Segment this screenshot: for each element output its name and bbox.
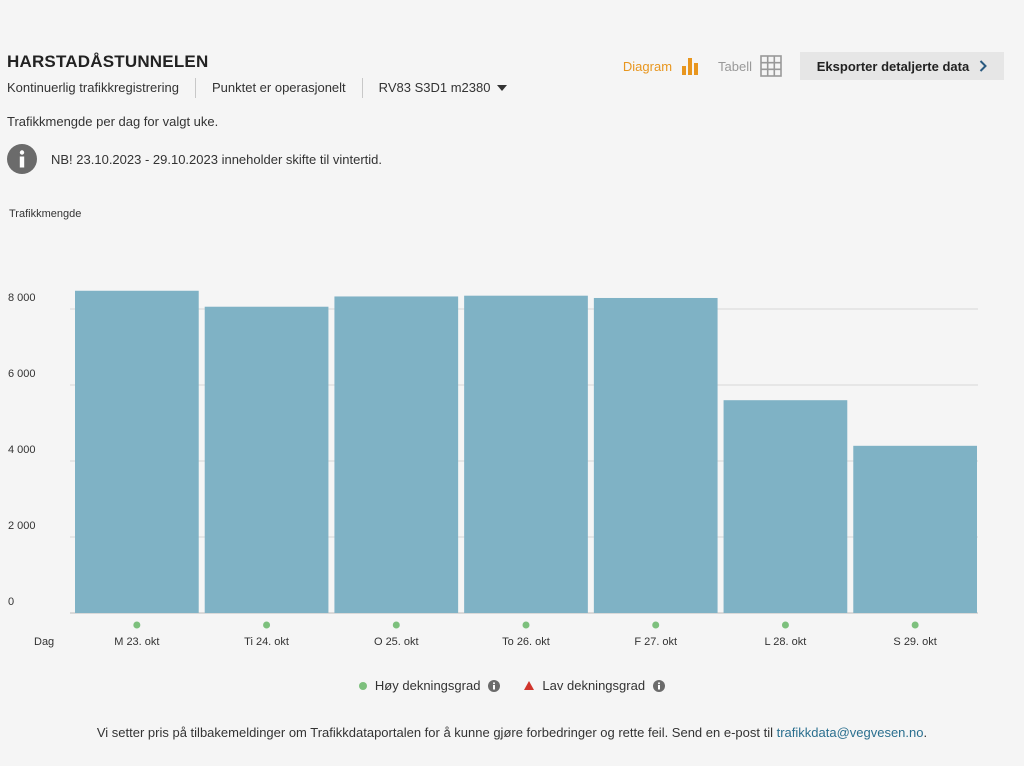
view-toggle: Diagram Tabell Eksporter detaljerte data <box>623 52 1004 80</box>
bar-chart-icon <box>682 58 699 75</box>
legend-high-coverage: Høy dekningsgrad <box>358 678 501 693</box>
y-tick-label: 8 000 <box>8 292 36 304</box>
table-toggle-label: Tabell <box>718 58 752 74</box>
road-reference-label: RV83 S3D1 m2380 <box>378 80 491 95</box>
legend: Høy dekningsgrad Lav dekningsgrad <box>0 678 1024 693</box>
info-icon <box>7 144 37 174</box>
bar[interactable] <box>593 297 718 613</box>
info-icon[interactable] <box>488 679 501 692</box>
bar[interactable] <box>334 296 459 613</box>
bar-chart: 0 2 000 4 000 6 000 8 000 M 23. okt Ti 24. okt… <box>8 290 978 648</box>
diagram-toggle-label: Diagram <box>622 58 673 74</box>
footer-text: Vi setter pris på tilbakemeldinger om Tr… <box>96 725 777 740</box>
table-toggle-button[interactable]: Tabell <box>718 55 782 77</box>
coverage-marker <box>522 621 530 629</box>
bar[interactable] <box>75 290 199 613</box>
y-tick-label: 4 000 <box>8 444 36 456</box>
notice: NB! 23.10.2023 - 29.10.2023 inneholder s… <box>7 144 382 174</box>
export-button-label: Eksporter detaljerte data <box>816 58 970 74</box>
operational-status: Punktet er operasjonelt <box>212 78 363 98</box>
registration-type: Kontinuerlig trafikkregistrering <box>7 78 196 98</box>
road-reference-dropdown[interactable]: RV83 S3D1 m2380 <box>379 78 508 98</box>
x-axis-label: Dag <box>34 636 54 648</box>
x-tick-label: L 28. okt <box>765 636 807 648</box>
coverage-marker <box>911 621 919 629</box>
x-tick-label: F 27. okt <box>634 636 677 648</box>
chart-description: Trafikkmengde per dag for valgt uke. <box>7 114 219 129</box>
red-triangle-icon <box>524 681 535 690</box>
x-tick-label: Ti 24. okt <box>244 636 289 648</box>
grid-icon <box>760 55 782 77</box>
diagram-toggle-button[interactable]: Diagram <box>623 56 700 76</box>
legend-low-coverage: Lav dekningsgrad <box>524 678 666 693</box>
y-tick-label: 2 000 <box>8 520 36 532</box>
coverage-marker <box>652 621 660 629</box>
feedback-email-link[interactable]: trafikkdata@vegvesen.no <box>776 725 924 740</box>
notice-text: NB! 23.10.2023 - 29.10.2023 inneholder s… <box>51 151 382 167</box>
coverage-marker <box>263 621 271 629</box>
x-tick-label: To 26. okt <box>502 636 550 648</box>
footer: Vi setter pris på tilbakemeldinger om Tr… <box>0 725 1024 740</box>
x-tick-label: S 29. okt <box>893 636 936 648</box>
coverage-marker <box>781 621 789 629</box>
footer-end: . <box>923 725 928 740</box>
bar[interactable] <box>204 306 329 613</box>
legend-low-label: Lav dekningsgrad <box>542 678 646 693</box>
bar[interactable] <box>723 400 848 613</box>
bar[interactable] <box>853 445 977 613</box>
green-dot-icon <box>358 681 367 690</box>
export-detailed-data-button[interactable]: Eksporter detaljerte data <box>800 52 1004 80</box>
x-tick-label: M 23. okt <box>114 636 159 648</box>
y-axis-label: Trafikkmengde <box>9 208 82 220</box>
x-tick-label: O 25. okt <box>374 636 419 648</box>
info-icon[interactable] <box>653 679 666 692</box>
y-tick-label: 0 <box>8 596 14 608</box>
coverage-marker <box>133 621 141 629</box>
bar[interactable] <box>464 295 588 613</box>
coverage-marker <box>392 621 400 629</box>
y-tick-label: 6 000 <box>8 368 36 380</box>
meta-row: Kontinuerlig trafikkregistrering Punktet… <box>7 78 508 98</box>
chevron-right-icon <box>980 60 988 72</box>
page-title: HARSTADÅSTUNNELEN <box>7 52 209 71</box>
legend-high-label: Høy dekningsgrad <box>374 678 481 693</box>
caret-down-icon <box>497 85 508 91</box>
